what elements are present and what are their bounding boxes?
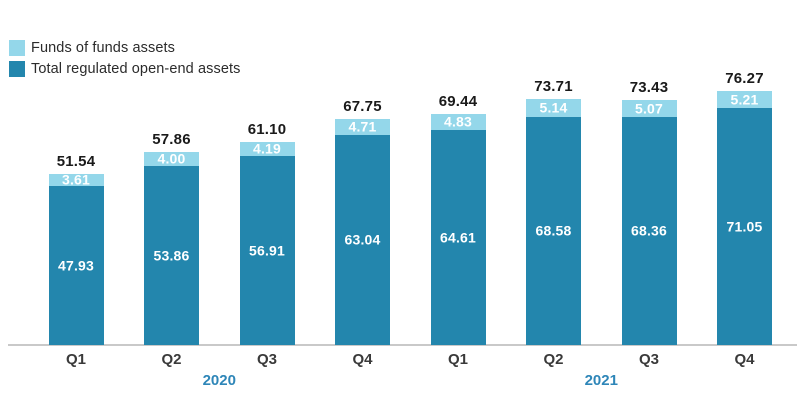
bar-value-label: 4.19 [252,139,282,156]
x-axis-year-label: 2021 [584,372,618,389]
bar-total-label: 57.86 [152,131,191,149]
bar-total-label: 69.44 [438,92,478,110]
bar-value-label: 68.36 [630,223,668,240]
x-axis-tick-label: Q2 [543,351,564,368]
bar-value-label: 53.86 [153,247,190,264]
bar-segment-total-regulated: 56.91 [239,155,295,346]
bar-value-label: 64.61 [439,229,477,246]
bar-value-label: 4.00 [157,150,186,167]
x-axis-tick-label: Q4 [352,351,373,368]
bar-segment-total-regulated: 68.58 [526,116,581,346]
bar-total-label: 51.54 [56,152,96,170]
bar-segment-funds-of-funds: 5.21 [717,91,772,109]
bar-total-label: 67.75 [343,98,382,116]
bar-value-label: 4.71 [348,118,377,135]
bar-segment-funds-of-funds: 3.61 [48,170,104,187]
x-axis-tick-label: Q4 [734,351,755,368]
legend-label: Funds of funds assets [31,40,175,56]
chart-legend: Funds of funds assets Total regulated op… [9,38,240,80]
bar-value-label: 47.93 [57,257,95,274]
bar-segment-funds-of-funds: 4.19 [239,139,295,156]
bar-total-label: 73.71 [534,78,573,96]
bar-value-label: 3.61 [61,170,91,187]
x-axis-baseline [8,344,797,346]
bar-segment-total-regulated: 63.04 [335,135,390,346]
bar-value-label: 68.58 [535,222,572,239]
bar-segment-funds-of-funds: 4.83 [430,113,486,130]
bar-value-label: 5.21 [730,91,759,108]
bar-value-label: 56.91 [248,242,286,259]
bar-value-label: 71.05 [726,218,763,235]
legend-swatch-dark-blue-icon [9,61,25,77]
legend-item-funds-of-funds: Funds of funds assets [9,38,240,58]
bar-segment-funds-of-funds: 4.71 [335,118,390,136]
bar-total-label: 73.43 [629,79,669,97]
bar-segment-total-regulated: 47.93 [48,185,104,346]
x-axis-tick-label: Q3 [638,351,659,368]
bar-value-label: 4.83 [443,113,473,130]
bar-total-label: 76.27 [725,70,764,88]
legend-item-total-regulated: Total regulated open-end assets [9,59,240,79]
x-axis-tick-label: Q1 [447,351,468,368]
x-axis-tick-label: Q2 [161,351,182,368]
legend-label: Total regulated open-end assets [31,61,241,77]
bar-segment-total-regulated: 53.86 [144,165,199,346]
bar-segment-funds-of-funds: 5.07 [621,100,677,118]
bar-value-label: 63.04 [344,231,381,248]
bar-segment-funds-of-funds: 5.14 [526,99,581,117]
bar-value-label: 5.07 [634,100,664,117]
bar-total-label: 61.10 [247,120,287,138]
bar-segment-total-regulated: 71.05 [717,108,772,346]
x-axis-tick-label: Q3 [256,351,277,368]
bar-segment-total-regulated: 68.36 [621,117,677,346]
legend-swatch-light-blue-icon [9,40,25,56]
bar-value-label: 5.14 [539,99,568,116]
bar-segment-funds-of-funds: 4.00 [144,150,199,167]
bar-segment-total-regulated: 64.61 [430,129,486,346]
x-axis-tick-label: Q1 [65,351,86,368]
x-axis-year-label: 2020 [202,372,236,389]
